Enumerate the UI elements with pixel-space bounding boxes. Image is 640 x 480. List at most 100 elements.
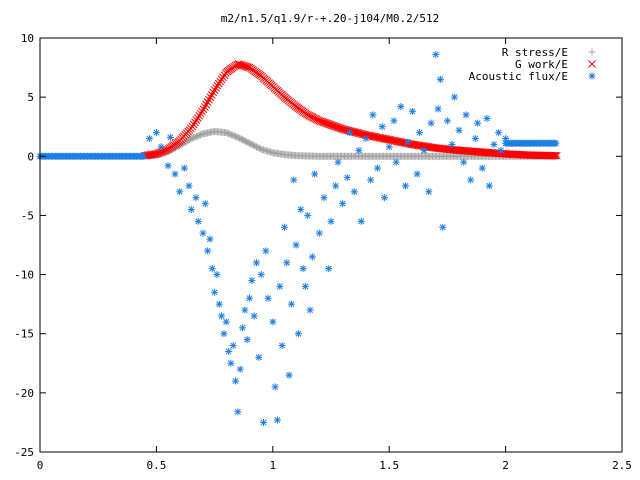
cross-marker [196,109,205,118]
cross-marker [191,118,199,127]
star-marker [152,129,160,137]
y-tick-label: -15 [14,328,34,341]
y-tick-label: -5 [21,209,34,222]
star-marker [241,306,249,314]
star-marker [374,164,382,172]
star-marker [236,365,244,373]
cross-marker [209,88,218,97]
star-marker [343,174,351,182]
star-marker [246,294,254,302]
star-marker [485,182,493,190]
cross-marker [219,73,227,82]
star-marker [362,135,370,143]
star-marker [392,158,400,166]
star-marker [292,241,300,249]
star-marker [327,217,335,225]
star-marker [311,170,319,178]
cross-marker [152,150,160,158]
star-marker [218,312,226,320]
star-marker [255,353,263,361]
cross-marker [199,105,208,114]
star-marker [157,143,165,151]
star-marker [483,114,491,122]
star-marker [427,119,435,127]
star-marker [287,300,295,308]
star-marker [264,294,272,302]
star-marker [171,170,179,178]
star-marker [434,105,442,113]
star-marker [378,123,386,131]
cross-marker [240,62,248,70]
star-marker [222,318,230,326]
cross-marker [323,119,332,128]
cross-marker [315,116,324,125]
star-marker [227,359,235,367]
star-marker [176,188,184,196]
legend-cross-icon [588,60,596,68]
star-marker [283,259,291,267]
cross-marker [322,119,331,128]
cross-marker [326,120,335,129]
star-marker [381,194,389,202]
star-marker [253,259,261,267]
star-marker [250,312,258,320]
star-marker [180,164,188,172]
cross-marker [235,60,244,69]
cross-marker [153,149,162,158]
star-marker [436,75,444,83]
star-marker [325,265,333,273]
cross-marker [238,61,247,70]
y-tick-label: 0 [27,150,34,163]
cross-marker [216,77,225,86]
star-marker [208,265,216,273]
star-marker [185,182,193,190]
cross-marker [318,117,327,126]
legend-star-icon [588,72,596,80]
star-marker [455,126,463,134]
y-tick-label: -10 [14,269,34,282]
y-tick-label: 5 [27,91,34,104]
star-marker [271,383,279,391]
star-marker [450,93,458,101]
star-marker [164,162,172,170]
star-marker [294,330,302,338]
star-marker [467,176,475,184]
star-marker [490,140,498,148]
star-marker [220,330,228,338]
star-marker [460,158,468,166]
star-marker [350,188,358,196]
star-marker [139,152,147,160]
y-tick-label: 10 [21,32,34,45]
cross-marker [234,60,243,69]
cross-marker [552,151,561,160]
cross-marker [193,114,202,122]
star-marker [502,135,510,143]
cross-marker [217,75,226,84]
star-marker [420,146,428,154]
series-1 [140,60,561,160]
y-tick-label: -20 [14,387,34,400]
star-marker [390,117,398,125]
cross-marker [335,123,343,132]
cross-marker [202,100,211,109]
plot-marks [36,51,561,426]
star-marker [367,176,375,184]
cross-marker [237,61,245,69]
star-marker [248,276,256,284]
star-marker [234,408,242,416]
star-marker [408,107,416,115]
star-marker [201,200,209,208]
star-marker [478,164,486,172]
x-tick-label: 0.5 [146,459,166,472]
cross-marker [206,93,215,102]
star-marker [332,182,340,190]
star-marker [276,282,284,290]
star-marker [397,103,405,111]
cross-marker [325,120,333,129]
star-marker [346,129,354,137]
star-marker [320,194,328,202]
star-marker [269,318,277,326]
star-marker [552,139,560,147]
cross-marker [329,121,338,130]
